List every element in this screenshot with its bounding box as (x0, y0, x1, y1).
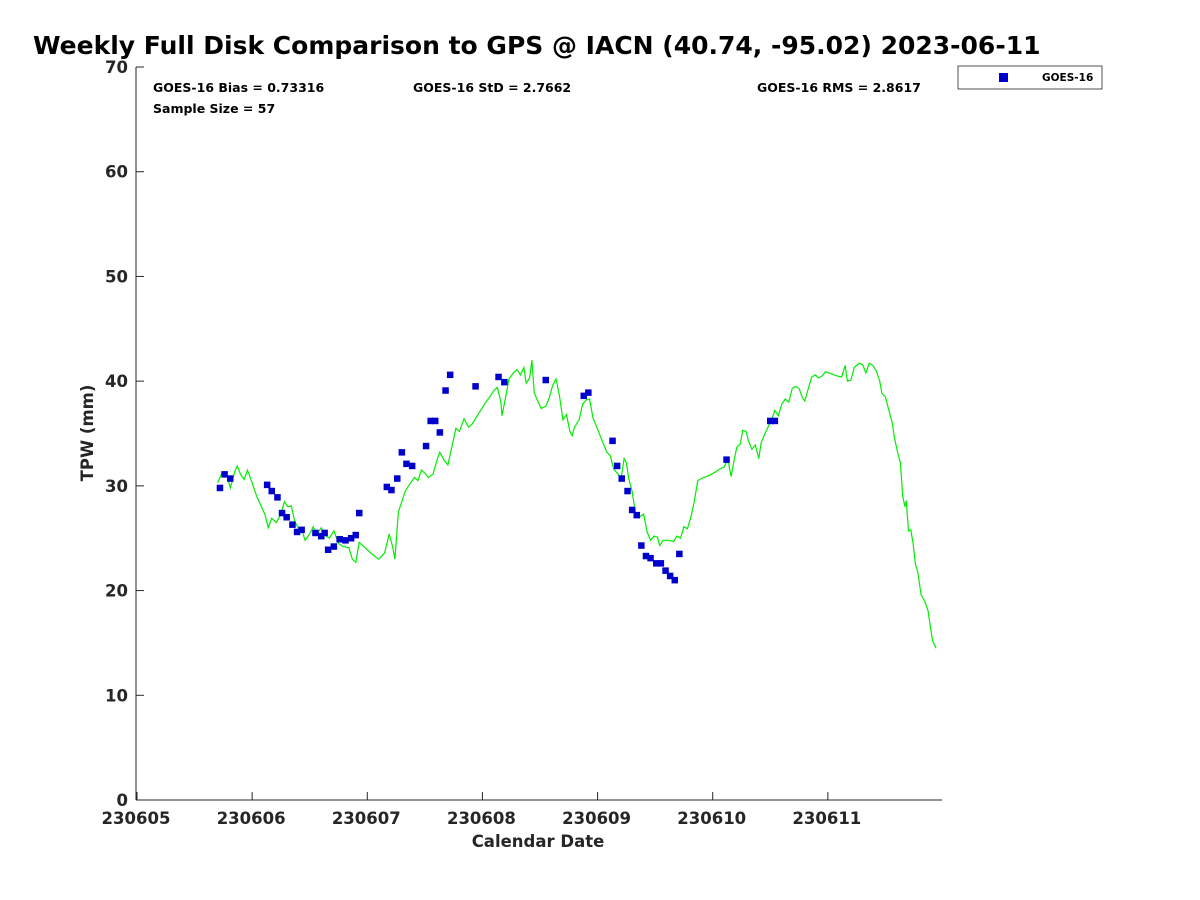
y-tick-label: 50 (105, 267, 128, 286)
x-axis-label: Calendar Date (472, 832, 605, 851)
x-tick-label: 230610 (677, 809, 746, 828)
goes16-point (298, 526, 305, 534)
goes16-point (293, 528, 301, 536)
goes16-point (268, 487, 275, 495)
goes16-point (216, 484, 224, 492)
goes16-point (408, 462, 416, 470)
y-tick-label: 40 (105, 372, 128, 391)
y-tick-label: 0 (117, 791, 128, 810)
x-ticks: 230605 230606 230607 230608 230609 230610 2306… (102, 792, 861, 828)
plot-area (135, 67, 942, 801)
goes16-point (274, 494, 281, 501)
goes16-point (321, 529, 328, 537)
goes16-point (432, 417, 439, 425)
goes16-point (501, 378, 508, 386)
goes16-point (436, 429, 444, 436)
stat-sample-size: Sample Size = 57 (153, 101, 275, 116)
goes16-point (422, 442, 430, 450)
goes16-point (628, 506, 636, 514)
legend-marker-goes16 (999, 73, 1008, 82)
goes16-point (585, 389, 592, 396)
gps-series (217, 360, 937, 649)
goes16-point (312, 529, 319, 537)
goes16-point (653, 560, 660, 567)
x-tick-label: 230606 (217, 809, 286, 828)
legend-label-goes16: GOES-16 (1042, 72, 1093, 84)
goes16-point (336, 536, 343, 543)
goes16-point (403, 460, 410, 468)
x-tick-label: 230607 (332, 809, 401, 828)
goes16-point (771, 417, 779, 425)
y-tick-label: 20 (105, 582, 128, 601)
goes16-point (318, 532, 325, 540)
chart-title: Weekly Full Disk Comparison to GPS @ IAC… (33, 31, 1041, 60)
y-tick-label: 60 (105, 163, 128, 182)
goes16-point (283, 514, 290, 521)
goes16-point (446, 371, 454, 379)
goes16-point (324, 546, 332, 553)
goes16-point (398, 449, 406, 456)
goes16-series (216, 371, 779, 584)
goes16-point (442, 387, 449, 394)
goes16-point (472, 383, 479, 390)
goes16-point (624, 487, 631, 495)
goes16-point (356, 509, 363, 517)
stat-rms: GOES-16 RMS = 2.8617 (757, 80, 921, 95)
goes16-point (580, 392, 587, 400)
y-axis-label: TPW (mm) (78, 385, 97, 482)
goes16-point (394, 475, 401, 482)
goes16-point (495, 373, 502, 381)
goes16-point (388, 486, 395, 494)
goes16-point (638, 542, 645, 549)
goes16-point (542, 376, 549, 384)
y-ticks: 0 10 20 30 40 50 60 70 (105, 58, 144, 810)
y-tick-label: 30 (105, 477, 128, 496)
goes16-point (427, 417, 434, 425)
x-tick-label: 230608 (447, 809, 516, 828)
y-tick-label: 10 (105, 686, 128, 705)
goes16-point (671, 576, 678, 584)
goes16-point (662, 567, 669, 574)
gps-series-line (217, 360, 937, 649)
goes16-point (676, 550, 683, 558)
goes16-point (666, 572, 674, 580)
x-tick-label: 230605 (102, 809, 171, 828)
goes16-point (263, 481, 271, 489)
goes16-point (657, 560, 665, 567)
stat-std: GOES-16 StD = 2.7662 (413, 80, 571, 95)
goes16-point (767, 417, 774, 425)
x-tick-label: 230609 (562, 809, 631, 828)
goes16-point (618, 475, 625, 482)
legend-box (957, 65, 1103, 90)
goes16-point (613, 462, 621, 470)
legend: GOES-16 (957, 65, 1103, 90)
y-tick-label: 70 (105, 58, 128, 77)
goes16-point (609, 437, 616, 445)
goes16-point (221, 471, 228, 478)
goes16-point (647, 554, 654, 562)
goes16-point (352, 531, 359, 539)
goes16-point (633, 511, 640, 519)
goes16-point (723, 456, 730, 463)
goes16-point (383, 483, 391, 491)
goes16-point (278, 509, 286, 517)
goes16-point (342, 537, 349, 544)
goes16-point (330, 543, 338, 550)
goes16-point (289, 521, 296, 528)
goes16-point (347, 535, 355, 542)
x-tick-label: 230611 (792, 809, 861, 828)
stat-bias: GOES-16 Bias = 0.73316 (153, 80, 324, 95)
goes16-point (642, 552, 650, 560)
goes16-point (227, 475, 234, 482)
